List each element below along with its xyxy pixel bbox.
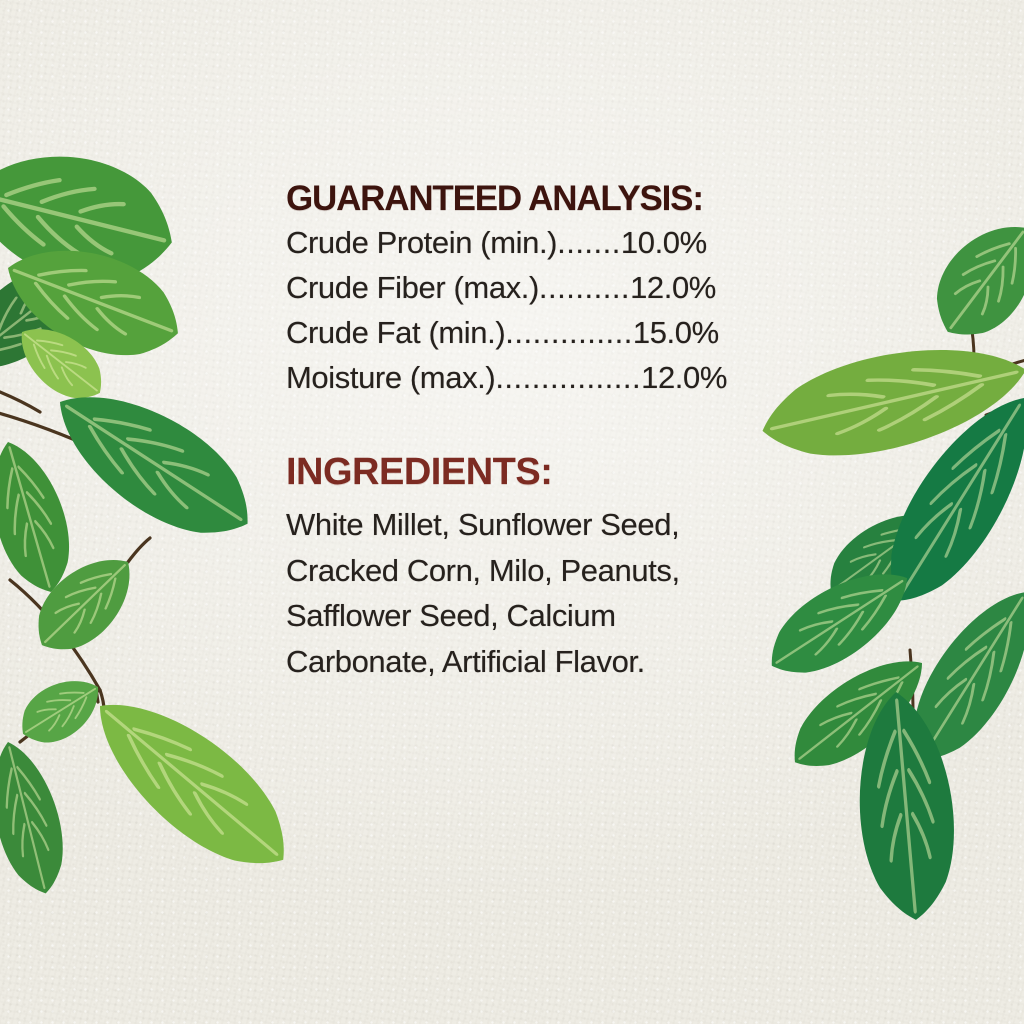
dot-leader: .............. xyxy=(505,315,633,350)
label-text-panel: GUARANTEED ANALYSIS: Crude Protein (min.… xyxy=(286,180,738,684)
ingredients-section: INGREDIENTS: White Millet, Sunflower See… xyxy=(286,452,738,684)
analysis-row-crude-protein: Crude Protein (min.).......10.0% xyxy=(286,220,738,265)
ingredients-line: Cracked Corn, Milo, Peanuts, xyxy=(286,552,680,588)
ingredients-heading: INGREDIENTS: xyxy=(286,451,553,493)
analysis-row-moisture: Moisture (max.)................12.0% xyxy=(286,355,738,400)
analysis-name: Moisture (max.) xyxy=(286,360,496,395)
analysis-value: 10.0% xyxy=(620,225,707,260)
analysis-value: 12.0% xyxy=(630,270,716,305)
ingredients-line: White Millet, Sunflower Seed, xyxy=(286,507,680,542)
analysis-row-crude-fiber: Crude Fiber (max.)..........12.0% xyxy=(286,265,738,310)
guaranteed-analysis-table: Crude Protein (min.).......10.0% Crude F… xyxy=(286,220,738,400)
dot-leader: ................ xyxy=(495,360,642,395)
analysis-value: 12.0% xyxy=(641,360,728,395)
guaranteed-analysis-heading: GUARANTEED ANALYSIS: xyxy=(286,179,704,218)
dot-leader: ....... xyxy=(557,225,621,260)
ingredients-line: Safflower Seed, Calcium xyxy=(286,598,616,633)
analysis-row-crude-fat: Crude Fat (min.)..............15.0% xyxy=(286,310,738,355)
ingredients-line: Carbonate, Artificial Flavor. xyxy=(286,643,645,679)
analysis-name: Crude Fiber (max.) xyxy=(286,270,539,305)
analysis-name: Crude Protein (min.) xyxy=(286,225,558,260)
dot-leader: .......... xyxy=(538,270,631,305)
ingredients-list: White Millet, Sunflower Seed, Cracked Co… xyxy=(286,502,738,684)
analysis-value: 15.0% xyxy=(632,315,719,350)
analysis-name: Crude Fat (min.) xyxy=(286,315,506,350)
